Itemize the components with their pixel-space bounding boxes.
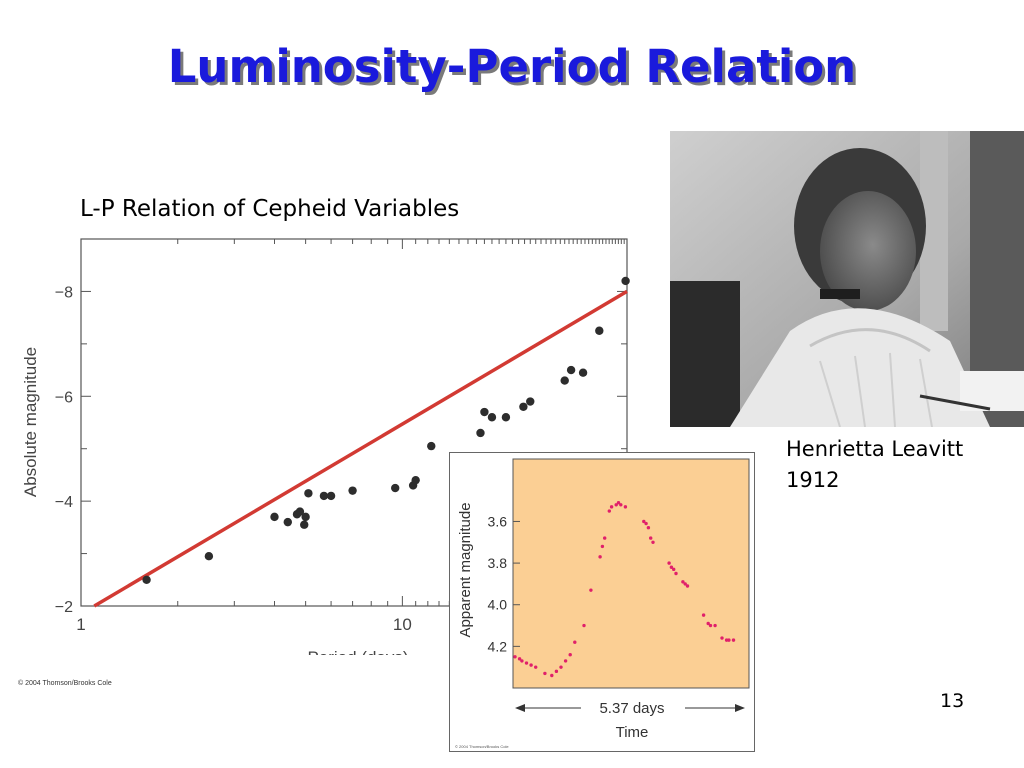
inset-y-tick-label: 4.2	[488, 638, 508, 654]
data-point	[301, 512, 310, 522]
lp-relation-chart: −2 −4 −6 −8 1 10 Period (days) Absolute magnitu…	[21, 238, 630, 655]
light-curve-point	[651, 540, 655, 544]
period-arrowhead-left	[515, 704, 525, 712]
inset-x-axis-label: Time	[616, 724, 649, 741]
data-point	[391, 483, 400, 493]
x-tick-label: 10	[393, 615, 412, 634]
data-point	[295, 507, 305, 516]
henrietta-leavitt-photo	[670, 131, 1024, 427]
light-curve-point	[681, 580, 685, 584]
data-point	[427, 441, 436, 451]
light-curve-point	[706, 621, 710, 626]
data-point	[300, 520, 309, 529]
caption-year: 1912	[786, 468, 840, 492]
data-point	[348, 486, 357, 495]
y-tick-label: −4	[55, 494, 73, 511]
data-point	[560, 376, 569, 385]
y-tick-label: −2	[55, 599, 73, 616]
data-point	[204, 551, 214, 561]
y-tick-label: −8	[55, 284, 73, 301]
y-tick-label: −6	[55, 389, 73, 406]
fit-line	[93, 289, 628, 608]
light-curve-point	[649, 536, 653, 540]
light-curve-point	[568, 652, 572, 657]
data-point	[411, 475, 420, 485]
light-curve-point	[534, 665, 538, 669]
period-label: 5.37 days	[599, 700, 664, 717]
slide-title: Luminosity-Period Relation	[167, 40, 857, 93]
data-point	[283, 517, 292, 527]
light-curve-point	[550, 673, 554, 678]
light-curve-point	[543, 671, 547, 676]
cepheid-light-curve-inset: 3.6 3.8 4.0 4.2 Apparent magnitude 5.37 days T…	[449, 452, 755, 752]
light-curve-point	[720, 636, 724, 640]
data-point	[487, 413, 497, 422]
data-point	[519, 402, 528, 411]
light-curve-point	[517, 657, 522, 661]
x-axis-label: Period (days)	[307, 648, 408, 655]
light-curve-point	[573, 640, 577, 644]
data-point	[480, 407, 489, 417]
light-curve-point	[619, 503, 623, 507]
light-curve-point	[646, 526, 651, 530]
light-curve-point	[727, 638, 731, 642]
light-curve-point	[582, 623, 586, 628]
data-point	[621, 276, 630, 286]
light-curve-point	[685, 584, 690, 588]
light-curve-point	[554, 669, 559, 674]
light-curve-point	[672, 567, 676, 572]
data-point	[304, 489, 313, 498]
light-curve-point	[603, 536, 607, 540]
light-curve-point	[683, 582, 687, 586]
light-curve-point	[623, 505, 628, 509]
light-curve-point	[520, 659, 524, 663]
inset-plot-area	[512, 458, 750, 689]
light-curve-point	[600, 544, 605, 549]
light-curve-point	[559, 665, 563, 669]
light-curve-point	[642, 519, 646, 524]
light-curve-point	[607, 509, 611, 513]
data-point	[319, 491, 329, 501]
light-curve-point	[669, 565, 674, 569]
photo-caption: Henrietta Leavitt 1912	[786, 434, 963, 496]
y-axis-label: Absolute magnitude	[21, 347, 40, 497]
page-number: 13	[940, 690, 965, 712]
chart-subtitle: L-P Relation of Cepheid Variables	[80, 196, 460, 222]
light-curve-point	[667, 561, 671, 565]
light-curve-point	[731, 638, 736, 642]
data-point	[578, 368, 588, 377]
data-point	[326, 491, 336, 501]
inset-y-tick-label: 3.8	[488, 555, 508, 571]
light-curve-point	[563, 659, 568, 663]
inset-y-tick-label: 4.0	[488, 597, 508, 613]
light-curve-point	[713, 623, 717, 628]
data-point	[142, 575, 151, 584]
light-curve-point	[644, 521, 648, 526]
light-curve-point	[598, 555, 602, 559]
light-curve-point	[614, 503, 618, 507]
period-arrowhead-right	[735, 704, 745, 712]
caption-name: Henrietta Leavitt	[786, 437, 964, 461]
light-curve-point	[524, 661, 529, 665]
data-point	[566, 365, 576, 375]
light-curve-point	[674, 571, 678, 576]
light-curve-point	[513, 655, 517, 659]
x-tick-label: 1	[76, 615, 85, 634]
inset-y-tick-label: 3.6	[488, 513, 508, 529]
inset-copyright: © 2004 Thomson/Brooks Cole	[455, 744, 509, 749]
data-point	[501, 413, 511, 422]
data-point	[526, 397, 535, 406]
light-curve-point	[609, 505, 614, 509]
light-curve-point	[589, 588, 593, 592]
data-point	[270, 512, 279, 522]
light-curve-point	[529, 663, 533, 667]
light-curve-point	[616, 501, 621, 505]
light-curve-point	[701, 613, 706, 617]
data-point	[476, 428, 485, 438]
light-curve-point	[708, 623, 713, 628]
data-point	[595, 326, 604, 335]
inset-y-axis-label: Apparent magnitude	[457, 502, 474, 637]
copyright-note: © 2004 Thomson/Brooks Cole	[18, 680, 112, 687]
